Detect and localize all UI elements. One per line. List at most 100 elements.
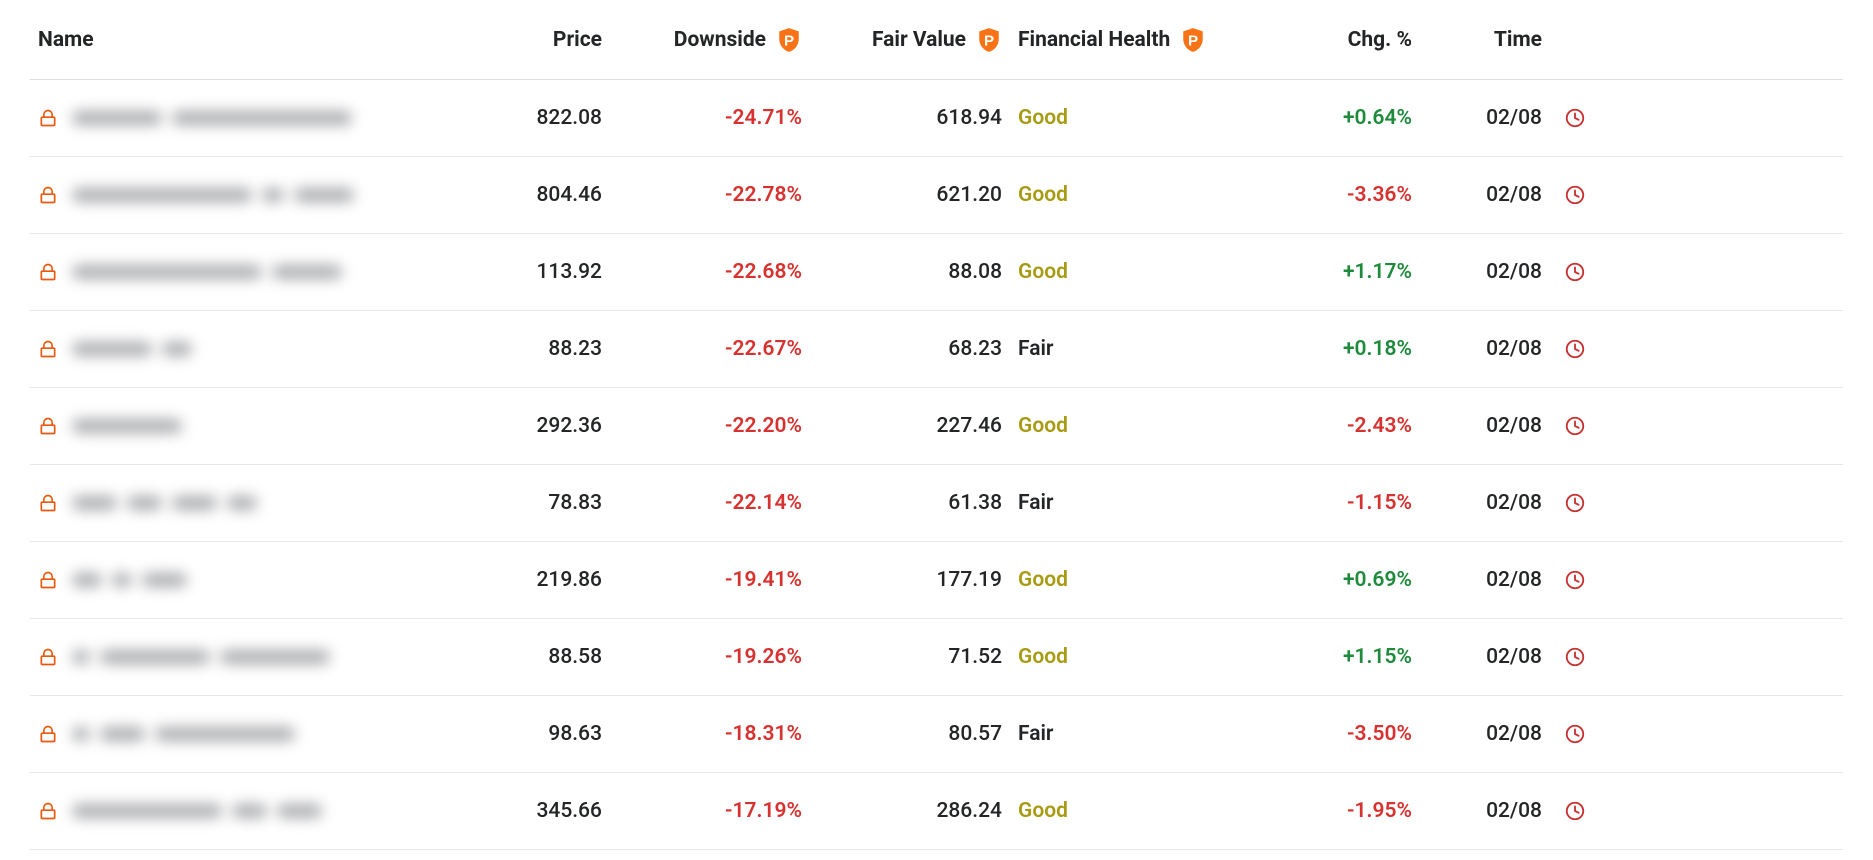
- downside-cell: -19.41%: [610, 568, 810, 592]
- price-cell: 78.83: [450, 491, 610, 515]
- col-header-fair-value-label: Fair Value: [872, 28, 966, 52]
- time-label: 02/08: [1486, 491, 1542, 515]
- chg-percent-cell: -1.15%: [1250, 491, 1420, 515]
- downside-cell: -17.19%: [610, 799, 810, 823]
- svg-text:P: P: [1188, 32, 1198, 49]
- chg-percent-cell: -1.95%: [1250, 799, 1420, 823]
- svg-text:P: P: [784, 32, 794, 49]
- price-cell: 292.36: [450, 414, 610, 438]
- col-header-name[interactable]: Name: [30, 28, 450, 52]
- downside-cell: -22.20%: [610, 414, 810, 438]
- table-row[interactable]: 822.08-24.71%618.94Good+0.64%02/08: [30, 80, 1843, 157]
- realtime-cell: [1550, 415, 1600, 437]
- clock-icon: [1564, 107, 1586, 129]
- realtime-cell: [1550, 800, 1600, 822]
- chg-percent-cell: +1.15%: [1250, 645, 1420, 669]
- clock-icon: [1564, 646, 1586, 668]
- clock-icon: [1564, 800, 1586, 822]
- time-label: 02/08: [1486, 568, 1542, 592]
- chg-percent-cell: +1.17%: [1250, 260, 1420, 284]
- blurred-name: [72, 265, 342, 279]
- lock-icon: [38, 493, 58, 513]
- realtime-cell: [1550, 492, 1600, 514]
- financial-health-cell: Good: [1010, 414, 1250, 438]
- realtime-cell: [1550, 646, 1600, 668]
- time-cell: 02/08: [1420, 414, 1550, 438]
- table-row[interactable]: 98.63-18.31%80.57Fair-3.50%02/08: [30, 696, 1843, 773]
- name-cell[interactable]: [30, 801, 450, 821]
- blurred-name: [72, 188, 354, 202]
- time-label: 02/08: [1486, 337, 1542, 361]
- time-cell: 02/08: [1420, 645, 1550, 669]
- name-cell[interactable]: [30, 493, 450, 513]
- lock-icon: [38, 416, 58, 436]
- fair-value-cell: 177.19: [810, 568, 1010, 592]
- downside-cell: -18.31%: [610, 722, 810, 746]
- name-cell[interactable]: [30, 185, 450, 205]
- chg-percent-cell: -3.50%: [1250, 722, 1420, 746]
- fair-value-cell: 88.08: [810, 260, 1010, 284]
- blurred-name: [72, 650, 330, 664]
- blurred-name: [72, 727, 295, 741]
- col-header-price[interactable]: Price: [450, 28, 610, 52]
- downside-cell: -22.78%: [610, 183, 810, 207]
- pro-badge-icon: P: [1180, 27, 1206, 53]
- table-body: 822.08-24.71%618.94Good+0.64%02/08804.46…: [30, 80, 1843, 850]
- name-cell[interactable]: [30, 570, 450, 590]
- time-label: 02/08: [1486, 183, 1542, 207]
- name-cell[interactable]: [30, 108, 450, 128]
- fair-value-cell: 80.57: [810, 722, 1010, 746]
- time-cell: 02/08: [1420, 337, 1550, 361]
- realtime-cell: [1550, 723, 1600, 745]
- lock-icon: [38, 724, 58, 744]
- chg-percent-cell: +0.69%: [1250, 568, 1420, 592]
- chg-percent-cell: +0.64%: [1250, 106, 1420, 130]
- table-row[interactable]: 804.46-22.78%621.20Good-3.36%02/08: [30, 157, 1843, 234]
- table-row[interactable]: 345.66-17.19%286.24Good-1.95%02/08: [30, 773, 1843, 850]
- col-header-chg[interactable]: Chg. %: [1250, 28, 1420, 52]
- price-cell: 88.58: [450, 645, 610, 669]
- price-cell: 345.66: [450, 799, 610, 823]
- price-cell: 88.23: [450, 337, 610, 361]
- fair-value-cell: 61.38: [810, 491, 1010, 515]
- table-row[interactable]: 88.58-19.26%71.52Good+1.15%02/08: [30, 619, 1843, 696]
- name-cell[interactable]: [30, 724, 450, 744]
- lock-icon: [38, 647, 58, 667]
- downside-cell: -19.26%: [610, 645, 810, 669]
- table-row[interactable]: 78.83-22.14%61.38Fair-1.15%02/08: [30, 465, 1843, 542]
- name-cell[interactable]: [30, 262, 450, 282]
- fair-value-cell: 286.24: [810, 799, 1010, 823]
- time-label: 02/08: [1486, 414, 1542, 438]
- name-cell[interactable]: [30, 339, 450, 359]
- time-label: 02/08: [1486, 106, 1542, 130]
- realtime-cell: [1550, 338, 1600, 360]
- col-header-fair-value[interactable]: Fair Value P: [810, 27, 1010, 53]
- clock-icon: [1564, 261, 1586, 283]
- chg-percent-cell: +0.18%: [1250, 337, 1420, 361]
- realtime-cell: [1550, 107, 1600, 129]
- downside-cell: -22.68%: [610, 260, 810, 284]
- col-header-financial-health[interactable]: Financial Health P: [1010, 27, 1250, 53]
- lock-icon: [38, 570, 58, 590]
- time-cell: 02/08: [1420, 183, 1550, 207]
- blurred-name: [72, 419, 182, 433]
- clock-icon: [1564, 569, 1586, 591]
- time-cell: 02/08: [1420, 491, 1550, 515]
- financial-health-cell: Fair: [1010, 337, 1250, 361]
- name-cell[interactable]: [30, 416, 450, 436]
- financial-health-cell: Fair: [1010, 491, 1250, 515]
- clock-icon: [1564, 184, 1586, 206]
- table-row[interactable]: 219.86-19.41%177.19Good+0.69%02/08: [30, 542, 1843, 619]
- table-row[interactable]: 292.36-22.20%227.46Good-2.43%02/08: [30, 388, 1843, 465]
- table-row[interactable]: 113.92-22.68%88.08Good+1.17%02/08: [30, 234, 1843, 311]
- name-cell[interactable]: [30, 647, 450, 667]
- blurred-name: [72, 496, 257, 510]
- table-row[interactable]: 88.23-22.67%68.23Fair+0.18%02/08: [30, 311, 1843, 388]
- blurred-name: [72, 342, 192, 356]
- col-header-time[interactable]: Time: [1420, 28, 1550, 52]
- fair-value-cell: 71.52: [810, 645, 1010, 669]
- col-header-downside[interactable]: Downside P: [610, 27, 810, 53]
- clock-icon: [1564, 415, 1586, 437]
- time-label: 02/08: [1486, 799, 1542, 823]
- price-cell: 822.08: [450, 106, 610, 130]
